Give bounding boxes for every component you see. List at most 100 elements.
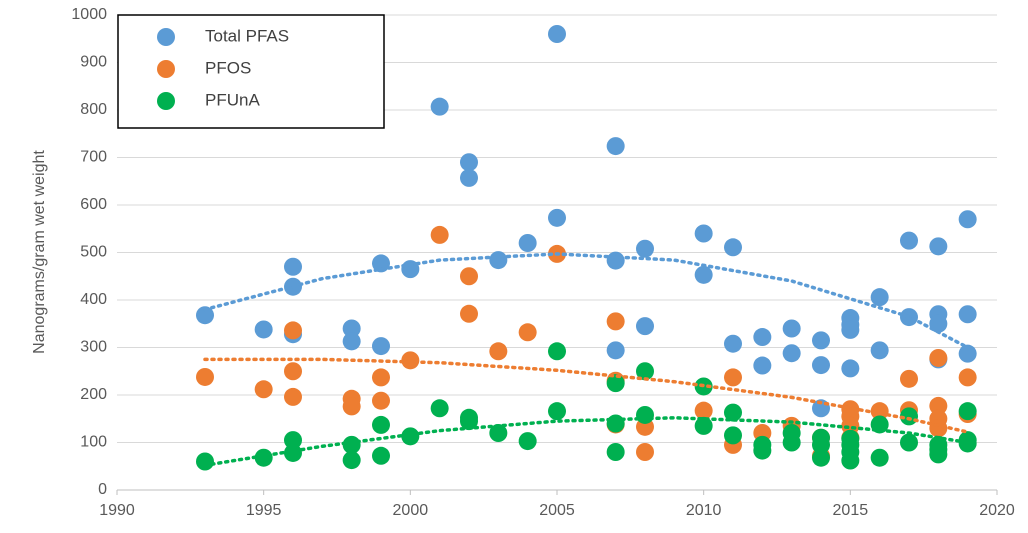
point — [518, 234, 537, 252]
point — [489, 251, 508, 270]
point — [782, 344, 801, 363]
point — [284, 443, 302, 462]
point — [254, 380, 273, 399]
point — [430, 399, 449, 418]
point — [870, 448, 889, 467]
point — [724, 368, 742, 387]
x-tick-label: 1990 — [99, 502, 135, 519]
point — [636, 239, 654, 258]
x-tick-label: 2010 — [686, 502, 722, 519]
point — [900, 231, 918, 250]
point — [636, 443, 654, 461]
point — [958, 434, 977, 453]
point — [460, 304, 478, 323]
y-tick-label: 600 — [80, 196, 107, 213]
point — [841, 451, 860, 470]
y-tick-label: 100 — [80, 434, 107, 451]
point — [606, 137, 625, 156]
y-tick-label: 800 — [80, 101, 107, 118]
point — [430, 225, 449, 244]
point — [401, 427, 420, 446]
point — [548, 342, 566, 361]
point — [606, 251, 625, 270]
point — [489, 424, 508, 442]
point — [694, 401, 713, 420]
trend-line — [203, 357, 970, 434]
point — [196, 367, 214, 386]
point — [460, 267, 478, 286]
x-tick-label: 1995 — [246, 502, 282, 519]
point — [812, 435, 830, 454]
point — [606, 312, 625, 331]
point — [782, 319, 801, 338]
point — [870, 341, 889, 360]
point — [606, 374, 625, 393]
point — [548, 402, 566, 421]
point — [958, 402, 977, 421]
point — [870, 288, 889, 307]
point — [284, 431, 302, 450]
legend-marker — [157, 60, 175, 78]
point — [196, 306, 214, 325]
point — [753, 441, 772, 460]
point — [284, 257, 302, 276]
x-tick-label: 2000 — [393, 502, 429, 519]
y-axis-title: Nanograms/gram wet weight — [31, 150, 48, 354]
point — [518, 432, 537, 451]
point — [958, 368, 977, 387]
point — [636, 405, 654, 424]
point — [636, 317, 654, 336]
point — [606, 443, 625, 461]
point — [753, 328, 772, 347]
y-tick-label: 0 — [98, 481, 107, 498]
point — [489, 342, 508, 361]
x-tick-label: 2015 — [833, 502, 869, 519]
point — [929, 396, 948, 415]
point — [958, 210, 977, 229]
point — [782, 433, 801, 452]
point — [694, 416, 713, 435]
point — [342, 397, 361, 416]
point — [606, 341, 625, 360]
point — [812, 356, 830, 375]
y-tick-label: 1000 — [71, 6, 107, 23]
point — [342, 332, 361, 351]
point — [694, 265, 713, 284]
legend-label: Total PFAS — [205, 26, 289, 45]
point — [254, 448, 273, 467]
point — [724, 403, 742, 422]
point — [284, 387, 302, 406]
y-tick-label: 500 — [80, 244, 107, 261]
x-tick-label: 2005 — [539, 502, 575, 519]
point — [460, 168, 478, 187]
y-tick-label: 400 — [80, 291, 107, 308]
point — [372, 415, 390, 434]
y-tick-label: 200 — [80, 386, 107, 403]
y-tick-label: 300 — [80, 339, 107, 356]
point — [460, 412, 478, 431]
point — [430, 97, 449, 116]
y-tick-label: 700 — [80, 149, 107, 166]
point — [342, 451, 361, 470]
trend-line — [203, 416, 970, 468]
point — [812, 448, 830, 467]
point — [460, 153, 478, 172]
legend-label: PFUnA — [205, 90, 260, 109]
point — [929, 419, 948, 438]
point — [929, 445, 948, 464]
point — [900, 433, 918, 452]
point — [254, 320, 273, 339]
point — [753, 356, 772, 375]
point — [929, 348, 948, 367]
point — [958, 305, 977, 324]
y-tick-label: 900 — [80, 54, 107, 71]
legend-marker — [157, 92, 175, 110]
point — [372, 337, 390, 356]
point — [929, 237, 948, 256]
point — [812, 331, 830, 350]
point — [518, 323, 537, 342]
point — [870, 402, 889, 421]
point — [841, 320, 860, 339]
